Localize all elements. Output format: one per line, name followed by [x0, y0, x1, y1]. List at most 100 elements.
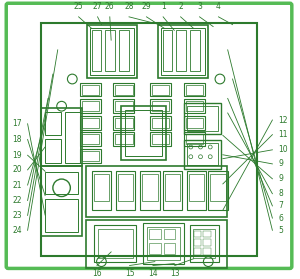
Bar	[116, 171, 135, 210]
Bar	[203, 239, 211, 246]
Text: 23: 23	[12, 211, 22, 220]
Bar	[152, 134, 170, 144]
Bar	[184, 140, 221, 169]
Bar	[105, 30, 115, 71]
Bar	[147, 227, 180, 260]
Bar	[190, 225, 219, 262]
Bar	[94, 174, 109, 201]
Text: 28: 28	[124, 2, 134, 11]
Bar	[149, 243, 161, 254]
Bar	[186, 85, 203, 95]
Bar	[115, 118, 133, 128]
Bar	[82, 101, 100, 111]
Bar	[86, 167, 227, 217]
Bar	[92, 171, 111, 210]
Bar	[45, 172, 78, 194]
Bar	[98, 229, 133, 258]
Text: 19: 19	[12, 151, 22, 160]
Text: 21: 21	[12, 181, 22, 189]
Bar	[187, 143, 218, 165]
Bar	[45, 139, 61, 163]
Bar	[45, 199, 78, 232]
Text: 3: 3	[197, 2, 202, 11]
Bar	[143, 223, 184, 264]
Bar	[210, 174, 226, 201]
Bar	[165, 174, 180, 201]
Bar	[87, 25, 137, 78]
Bar	[113, 133, 134, 146]
Text: 5: 5	[278, 226, 283, 235]
Bar	[149, 229, 161, 239]
Bar	[150, 133, 171, 146]
Bar	[82, 85, 100, 95]
Bar	[186, 118, 203, 128]
Text: 13: 13	[170, 270, 180, 278]
Bar	[41, 108, 82, 167]
Bar	[115, 85, 133, 95]
Bar	[80, 116, 101, 129]
Bar	[152, 85, 170, 95]
Bar	[208, 171, 228, 210]
Bar	[82, 151, 100, 161]
Bar	[115, 134, 133, 144]
Bar	[118, 174, 134, 201]
Text: 9: 9	[278, 159, 283, 169]
Bar	[150, 99, 171, 113]
Bar	[140, 171, 160, 210]
Bar	[203, 230, 211, 237]
Text: 15: 15	[125, 270, 134, 278]
Bar	[64, 112, 80, 163]
Bar	[45, 112, 61, 135]
FancyBboxPatch shape	[6, 3, 292, 268]
Text: 1: 1	[161, 2, 166, 11]
Text: 27: 27	[93, 2, 102, 11]
Text: 14: 14	[148, 270, 158, 278]
Bar	[86, 220, 227, 268]
Bar	[164, 229, 175, 239]
Bar	[80, 149, 101, 163]
Bar	[113, 116, 134, 129]
Text: 29: 29	[142, 2, 151, 11]
Bar	[150, 83, 171, 97]
Bar	[94, 225, 136, 262]
Bar	[150, 116, 171, 129]
Text: 12: 12	[278, 116, 288, 124]
Bar	[194, 248, 202, 255]
Bar	[184, 116, 206, 129]
Bar	[152, 118, 170, 128]
Bar	[186, 101, 203, 111]
Bar	[193, 229, 215, 258]
Bar	[115, 101, 133, 111]
Bar	[163, 171, 182, 210]
Text: 11: 11	[278, 130, 288, 139]
Bar	[184, 99, 206, 113]
Text: 8: 8	[278, 189, 283, 198]
Bar	[119, 30, 129, 71]
Text: 24: 24	[12, 226, 22, 235]
Bar	[194, 230, 202, 237]
Bar	[189, 174, 204, 201]
Text: 17: 17	[12, 119, 22, 128]
Bar	[190, 30, 200, 71]
Bar	[113, 99, 134, 113]
Bar	[80, 99, 101, 113]
Text: 7: 7	[278, 201, 283, 210]
Text: 16: 16	[92, 270, 102, 278]
Bar	[113, 83, 134, 97]
Text: 18: 18	[12, 135, 22, 144]
Bar	[80, 133, 101, 146]
Bar	[194, 239, 202, 246]
Bar	[164, 243, 175, 254]
Text: 25: 25	[74, 2, 83, 11]
Bar	[152, 101, 170, 111]
Bar	[161, 28, 206, 75]
Bar	[158, 25, 208, 78]
Bar	[121, 106, 166, 160]
Bar	[82, 118, 100, 128]
Bar	[80, 83, 101, 97]
Bar	[184, 103, 221, 134]
Bar	[184, 133, 206, 146]
Bar	[82, 134, 100, 144]
Bar	[184, 83, 206, 97]
Bar	[90, 28, 134, 75]
